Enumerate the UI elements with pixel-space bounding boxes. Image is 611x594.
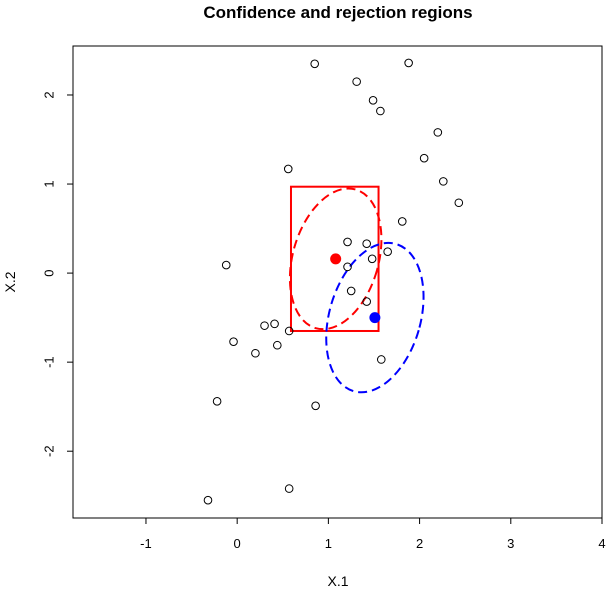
data-point (346, 286, 356, 296)
y-axis-label: X.2 (2, 271, 18, 292)
points-layer (203, 58, 464, 505)
y-tick-label: 2 (42, 91, 57, 98)
data-point (212, 397, 222, 406)
data-point (270, 319, 279, 329)
data-point (343, 237, 352, 247)
data-point (397, 217, 407, 226)
data-point (311, 401, 320, 411)
data-point (221, 260, 231, 270)
data-point (362, 239, 371, 249)
x-tick-label: 4 (598, 536, 605, 551)
x-tick-label: 3 (507, 536, 514, 551)
data-point (433, 128, 443, 137)
x-tick-label: 1 (325, 536, 332, 551)
x-axis-label: X.1 (327, 573, 348, 589)
data-point (203, 495, 213, 505)
plot-frame (72, 45, 603, 519)
blue-ellipse (325, 241, 425, 394)
data-point (454, 198, 464, 208)
chart-title: Confidence and rejection regions (203, 3, 472, 22)
data-point (368, 96, 378, 105)
x-tick-label: 0 (234, 536, 241, 551)
y-tick-label: 1 (42, 180, 57, 187)
data-point (283, 164, 293, 174)
data-point (284, 326, 294, 336)
red-ellipse (288, 187, 383, 331)
red-point (330, 253, 342, 265)
data-point (343, 262, 352, 272)
data-point (439, 177, 448, 186)
data-point (404, 58, 413, 68)
y-tick-label: 0 (42, 269, 57, 276)
data-point (260, 321, 269, 330)
data-point (284, 484, 294, 493)
data-point (229, 337, 238, 346)
regions (288, 185, 425, 394)
data-point (273, 340, 282, 350)
y-tick-label: -2 (42, 445, 57, 457)
x-axis: -1 0 1 2 3 4 (140, 518, 606, 551)
data-point (383, 247, 392, 257)
data-point (352, 77, 361, 86)
blue-point (369, 312, 381, 324)
y-axis: -2 -1 0 1 2 (42, 91, 73, 457)
data-point (376, 106, 385, 116)
x-tick-label: -1 (140, 536, 152, 551)
data-point (362, 297, 371, 306)
data-point (367, 254, 377, 264)
data-point (251, 348, 260, 358)
y-tick-label: -1 (42, 356, 57, 368)
data-point (310, 59, 319, 69)
data-point (376, 355, 386, 364)
data-point (419, 153, 429, 163)
x-tick-label: 2 (416, 536, 423, 551)
